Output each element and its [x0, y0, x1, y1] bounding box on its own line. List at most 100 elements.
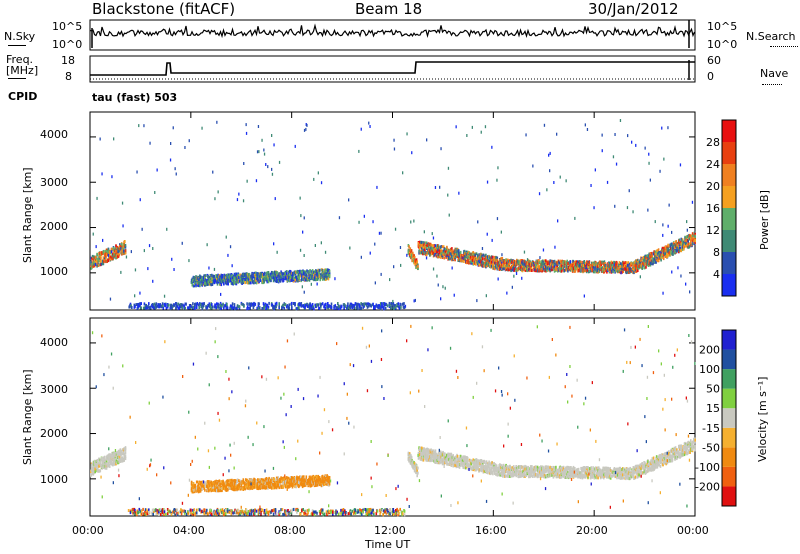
power-cell	[209, 306, 212, 310]
velocity-cell	[124, 457, 127, 461]
power-cell	[431, 247, 434, 251]
power-cell	[112, 248, 115, 252]
power-cell	[120, 246, 122, 250]
power-cell	[317, 276, 320, 280]
power-cell	[343, 306, 345, 310]
power-cell	[296, 269, 299, 273]
power-cell	[238, 305, 241, 309]
power-colorbar-cell	[722, 142, 736, 164]
power-cell	[278, 305, 280, 309]
power-cell	[204, 283, 206, 287]
power-cell	[425, 245, 428, 249]
power-cell	[327, 273, 329, 277]
power-cell	[690, 238, 692, 242]
velocity-cell	[119, 455, 121, 459]
power-cell	[219, 307, 221, 311]
velocity-cell	[124, 448, 127, 452]
power-speckle	[606, 180, 609, 184]
power-cell	[482, 260, 484, 264]
power-cell	[607, 265, 609, 269]
velocity-cell	[120, 449, 123, 453]
power-cell	[616, 269, 619, 273]
power-colorbar-cell	[722, 208, 736, 230]
cpid-label: CPID	[8, 90, 38, 103]
power-speckle	[206, 243, 208, 247]
power-speckle	[163, 294, 166, 298]
power-speckle	[317, 171, 319, 175]
power-speckle	[596, 269, 598, 273]
power-cell	[253, 271, 256, 275]
power-cell	[143, 302, 146, 306]
power-cell	[660, 251, 662, 254]
power-cell	[616, 261, 618, 265]
power-speckle	[284, 276, 286, 280]
power-speckle	[676, 246, 678, 250]
velocity-cell	[105, 458, 108, 462]
power-cell	[473, 253, 475, 257]
power-cell	[567, 262, 569, 265]
power-cell	[309, 269, 311, 273]
power-cell	[400, 303, 402, 307]
power-cell	[685, 242, 688, 246]
velocity-cell	[90, 473, 93, 477]
power-speckle	[214, 197, 216, 201]
power-speckle	[626, 206, 629, 210]
power-cell	[135, 303, 137, 307]
power-cell	[403, 302, 405, 306]
power-speckle	[299, 196, 301, 200]
power-colorbar-tick: 16	[706, 202, 720, 215]
power-cell	[676, 249, 678, 253]
power-cell	[312, 305, 315, 309]
velocity-cell	[100, 462, 102, 465]
power-speckle	[348, 198, 350, 202]
power-speckle	[170, 142, 172, 145]
power-cell	[349, 306, 352, 310]
power-speckle	[689, 290, 691, 294]
power-cell	[229, 274, 231, 278]
power-cell	[206, 282, 209, 286]
velocity-colorbar-cell	[722, 408, 736, 428]
power-cell	[433, 253, 436, 257]
power-cell	[216, 302, 218, 306]
power-cell	[674, 251, 676, 255]
power-cell	[667, 243, 669, 247]
velocity-cell	[90, 463, 93, 467]
power-cell	[198, 281, 200, 285]
velocity-colorbar-cell	[722, 388, 736, 409]
power-cell	[646, 262, 649, 266]
power-cell	[434, 252, 437, 256]
power-cell	[124, 243, 127, 247]
power-cell	[674, 249, 676, 253]
noise-tick-right-bottom: 10^0	[707, 38, 738, 51]
power-speckle	[184, 146, 186, 149]
power-cell	[156, 304, 159, 308]
power-cell	[313, 307, 315, 311]
power-cell	[604, 261, 606, 265]
velocity-cell	[206, 488, 209, 492]
power-cell	[258, 306, 261, 310]
power-cell	[524, 268, 527, 272]
power-cell	[272, 271, 274, 275]
power-cell	[644, 266, 646, 270]
velocity-cell	[123, 452, 125, 456]
power-cell	[680, 242, 683, 246]
power-speckle	[271, 167, 273, 171]
power-cell	[588, 260, 591, 264]
power-speckle	[400, 263, 402, 267]
velocity-cell	[192, 482, 195, 485]
power-speckle	[583, 294, 585, 298]
power-speckle	[620, 271, 622, 275]
power-cell	[180, 305, 182, 309]
power-speckle	[369, 251, 371, 255]
power-speckle	[181, 241, 183, 245]
power-cell	[384, 307, 387, 310]
power-cell	[265, 277, 268, 281]
power-cell	[203, 302, 205, 306]
power-speckle	[273, 242, 275, 246]
power-cell	[166, 305, 169, 309]
power-cell	[552, 260, 555, 264]
power-cell	[456, 255, 459, 259]
power-speckle	[593, 206, 595, 210]
power-cell	[257, 304, 260, 308]
power-cell	[521, 265, 524, 269]
